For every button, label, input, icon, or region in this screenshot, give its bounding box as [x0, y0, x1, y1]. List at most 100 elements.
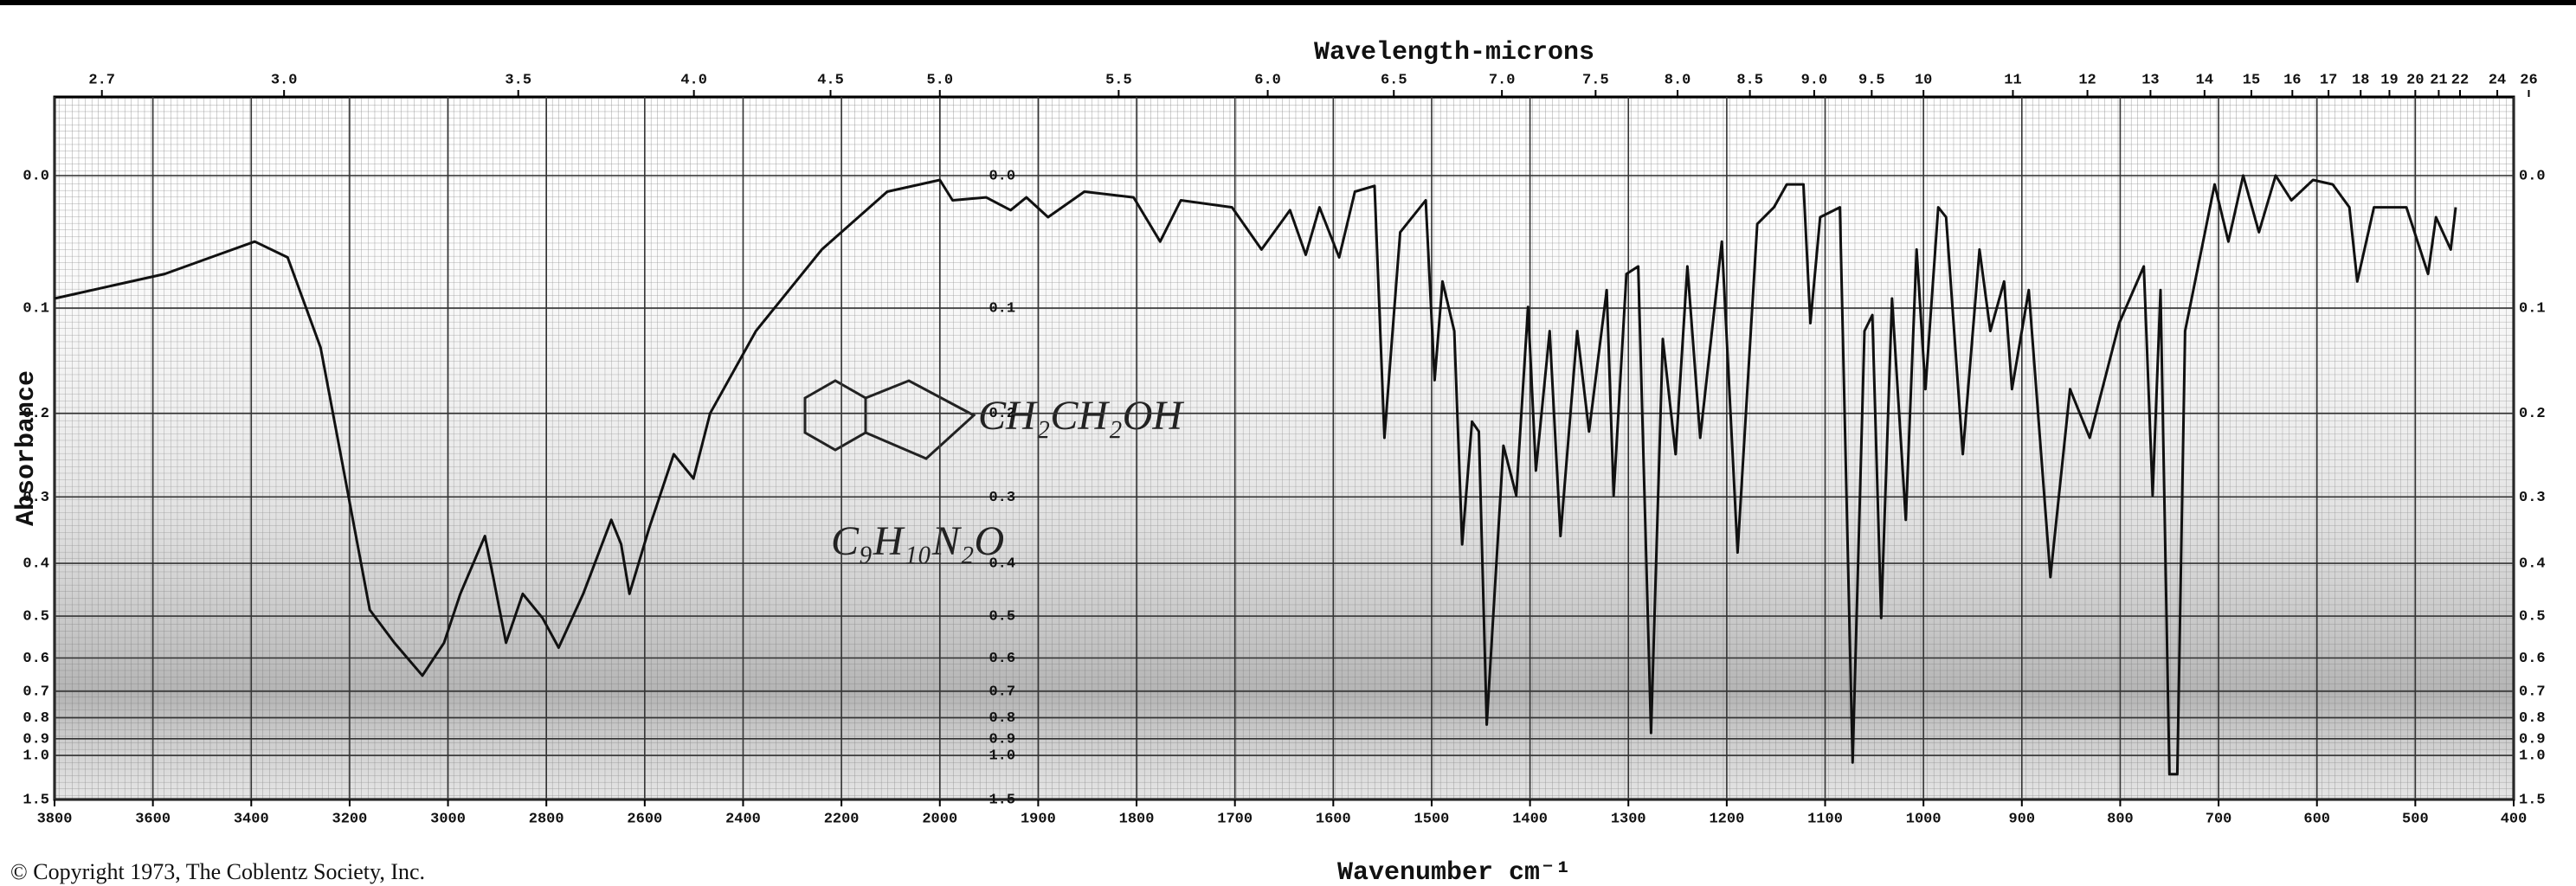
x-tick-label: 500: [2402, 811, 2429, 827]
y-tick-label: 0.1: [989, 301, 1015, 318]
y-tick-label: 0.8: [23, 710, 49, 727]
y-tick-label: 0.7: [989, 684, 1015, 700]
x-tick-label: 700: [2206, 811, 2232, 827]
y-tick-label: 0.4: [23, 556, 49, 573]
x2-tick-label: 8.0: [1665, 72, 1691, 88]
y-tick-label: 1.0: [989, 748, 1015, 765]
x-tick-label: 3600: [135, 811, 171, 827]
x2-tick-label: 8.5: [1736, 72, 1763, 88]
x2-tick-label: 2.7: [88, 72, 115, 88]
y-tick-label: 0.7: [2519, 684, 2546, 700]
y-tick-label: 0.2: [23, 406, 49, 422]
y-tick-label: 1.5: [989, 792, 1015, 808]
x2-tick-label: 15: [2243, 72, 2260, 88]
y-tick-label: 0.9: [989, 731, 1015, 748]
x-tick-label: 2800: [529, 811, 564, 827]
x-tick-label: 3000: [430, 811, 466, 827]
y-axis-title: Absorbance: [12, 370, 42, 526]
x-tick-label: 2600: [627, 811, 662, 827]
y-tick-label: 0.9: [23, 731, 49, 748]
x-tick-label: 800: [2107, 811, 2134, 827]
x2-tick-label: 7.5: [1582, 72, 1609, 88]
x2-tick-label: 12: [2078, 72, 2096, 88]
x2-tick-label: 22: [2451, 72, 2469, 88]
y-tick-label: 0.9: [2519, 731, 2546, 748]
x-tick-label: 1000: [1906, 811, 1942, 827]
x2-tick-label: 6.0: [1254, 72, 1281, 88]
x2-tick-label: 6.5: [1381, 72, 1407, 88]
x2-tick-label: 11: [2004, 72, 2021, 88]
x2-tick-label: 14: [2196, 72, 2213, 88]
x-tick-label: 2400: [725, 811, 761, 827]
x-tick-label: 2200: [824, 811, 860, 827]
x-tick-label: 3800: [37, 811, 73, 827]
y-tick-label: 0.0: [23, 168, 49, 184]
y-tick-label: 0.0: [2519, 168, 2546, 184]
y-tick-label: 0.8: [989, 710, 1015, 727]
y-tick-label: 0.5: [23, 609, 49, 626]
x-tick-label: 1200: [1709, 811, 1744, 827]
top-border: [0, 0, 2576, 5]
y-tick-label: 1.0: [2519, 748, 2546, 765]
y-tick-label: 0.2: [2519, 406, 2546, 422]
y-tick-label: 0.2: [989, 406, 1015, 422]
structure-sketch: [803, 379, 976, 460]
x-tick-label: 1900: [1021, 811, 1056, 827]
annotation: CH₂CH₂OH: [978, 393, 1184, 439]
y-tick-label: 0.6: [23, 651, 49, 667]
x2-tick-label: 24: [2489, 72, 2506, 88]
y-tick-label: 0.6: [989, 651, 1015, 667]
x-tick-label: 600: [2303, 811, 2330, 827]
x-tick-label: 1600: [1316, 811, 1351, 827]
x2-tick-label: 9.0: [1801, 72, 1828, 88]
y-tick-label: 0.1: [2519, 301, 2546, 318]
x-axis-title: Wavenumber cm⁻¹: [1337, 858, 1571, 886]
x-tick-label: 3200: [332, 811, 368, 827]
annotation: C₉H₁₀N₂O: [831, 518, 1004, 564]
x2-tick-label: 17: [2320, 72, 2337, 88]
spectrum-line: [54, 174, 2457, 776]
y-tick-label: 0.4: [2519, 556, 2546, 573]
x-tick-label: 3400: [234, 811, 269, 827]
y-tick-label: 0.5: [2519, 609, 2546, 626]
x-tick-label: 1300: [1611, 811, 1646, 827]
x2-tick-label: 4.0: [680, 72, 707, 88]
x2-tick-label: 20: [2406, 72, 2424, 88]
x2-tick-label: 13: [2141, 72, 2159, 88]
x2-tick-label: 3.0: [271, 72, 298, 88]
y-tick-label: 1.5: [23, 792, 49, 808]
x-tick-label: 1400: [1512, 811, 1548, 827]
y-tick-label: 1.5: [2519, 792, 2546, 808]
y-tick-label: 0.0: [989, 168, 1015, 184]
x2-tick-label: 5.5: [1105, 72, 1132, 88]
x2-tick-label: 5.0: [926, 72, 953, 88]
y-tick-label: 0.3: [2519, 490, 2546, 506]
x2-tick-label: 3.5: [505, 72, 531, 88]
x2-tick-label: 4.5: [817, 72, 844, 88]
x-tick-label: 2000: [922, 811, 957, 827]
y-tick-label: 0.8: [2519, 710, 2546, 727]
y-tick-label: 1.0: [23, 748, 49, 765]
y-tick-label: 0.6: [2519, 651, 2546, 667]
paper-shade: [55, 97, 2514, 799]
x-tick-label: 1500: [1414, 811, 1450, 827]
y-tick-label: 0.1: [23, 301, 49, 318]
y-tick-label: 0.7: [23, 684, 49, 700]
y-tick-label: 0.5: [989, 609, 1015, 626]
y-tick-label: 0.3: [989, 490, 1015, 506]
x-tick-label: 400: [2501, 811, 2528, 827]
y-tick-label: 0.3: [23, 490, 49, 506]
x2-tick-label: 10: [1915, 72, 1932, 88]
x2-axis-title: Wavelength-microns: [1314, 38, 1594, 67]
x2-tick-label: 19: [2380, 72, 2398, 88]
x2-tick-label: 9.5: [1858, 72, 1885, 88]
y-tick-label: 0.4: [989, 556, 1015, 573]
x-tick-label: 1700: [1217, 811, 1253, 827]
x2-tick-label: 26: [2520, 72, 2537, 88]
x-tick-label: 1100: [1807, 811, 1843, 827]
x2-tick-label: 18: [2352, 72, 2369, 88]
x-tick-label: 1800: [1119, 811, 1155, 827]
copyright: © Copyright 1973, The Coblentz Society, …: [10, 859, 425, 884]
x-tick-label: 900: [2008, 811, 2035, 827]
